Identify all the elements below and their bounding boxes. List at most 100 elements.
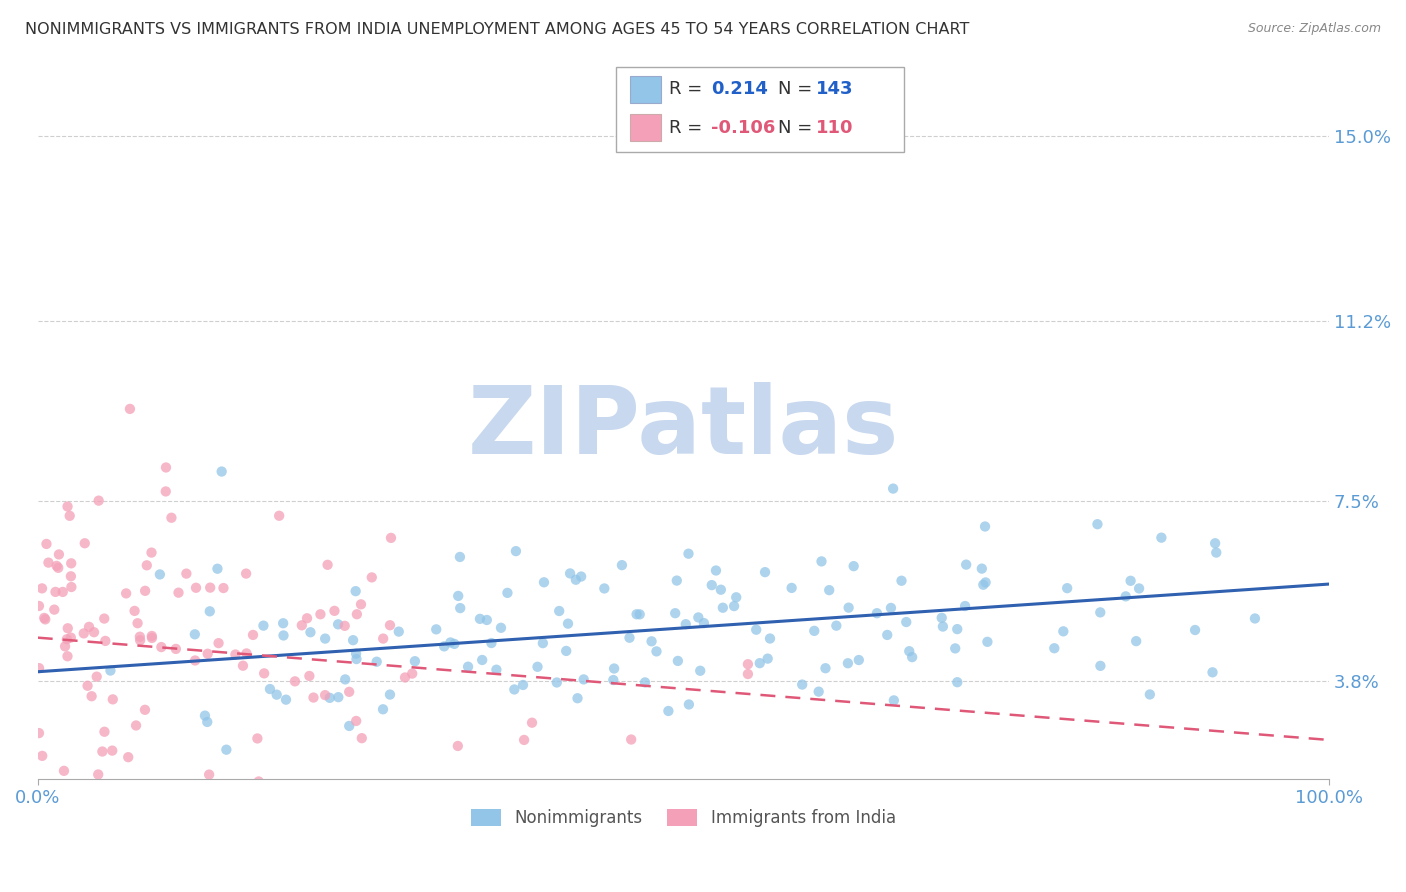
Point [1056,581,1078,595]
Point [235,647,257,661]
Point [77,620,100,634]
Point [52,585,75,599]
Point [56,621,79,635]
Point [242,628,264,642]
Point [138,780,160,795]
Point [207,636,229,650]
Point [91,744,114,758]
Point [814,661,837,675]
Point [273,628,295,642]
Point [1125,634,1147,648]
Point [496,586,519,600]
Point [526,660,548,674]
Point [32,611,55,625]
Point [645,644,668,658]
Point [198,581,221,595]
Text: N =: N = [778,80,817,98]
Point [80,690,103,704]
Point [725,591,748,605]
Point [890,574,912,588]
Point [503,682,526,697]
Point [371,702,394,716]
Point [127,616,149,631]
Point [333,619,356,633]
Point [128,630,150,644]
Point [468,612,491,626]
Point [602,673,624,687]
Point [86,670,108,684]
Point [754,565,776,579]
Point [837,657,859,671]
Point [195,714,218,729]
Point [898,644,921,658]
Point [678,547,700,561]
Point [184,653,207,667]
Point [59,569,82,583]
Point [87,493,110,508]
Point [689,664,711,678]
Point [404,654,426,668]
Point [425,623,447,637]
Point [842,559,865,574]
Point [360,570,382,584]
Point [155,484,177,499]
Point [1052,624,1074,639]
Point [976,635,998,649]
Point [314,632,336,646]
Point [1184,623,1206,637]
Point [531,636,554,650]
Point [1128,582,1150,596]
Point [134,583,156,598]
Point [335,673,357,687]
Point [378,618,401,632]
Point [974,575,997,590]
Point [838,600,860,615]
Point [93,724,115,739]
Point [149,567,172,582]
Point [489,621,512,635]
Point [125,793,148,807]
Point [471,653,494,667]
Point [443,637,465,651]
Point [337,719,360,733]
Point [56,500,79,514]
Point [259,681,281,696]
Point [1119,574,1142,588]
Point [883,693,905,707]
Point [59,508,82,523]
Point [287,780,309,795]
Point [748,656,770,670]
Point [350,731,373,746]
Point [135,558,157,573]
Point [866,606,889,620]
Point [953,599,976,613]
Point [319,690,342,705]
Text: -0.106: -0.106 [711,119,776,136]
Point [373,632,395,646]
Point [212,581,235,595]
Point [253,666,276,681]
Point [284,674,307,689]
Point [557,616,579,631]
Point [60,557,83,571]
Point [394,670,416,684]
Point [710,582,733,597]
Point [31,748,53,763]
Point [56,649,79,664]
Point [1115,590,1137,604]
Point [449,601,471,615]
Point [846,781,869,796]
Point [876,628,898,642]
Point [704,564,727,578]
Point [439,635,461,649]
Point [664,606,686,620]
Point [129,633,152,648]
Point [34,612,56,626]
Point [640,634,662,648]
Point [657,704,679,718]
Point [610,558,633,573]
Point [818,583,841,598]
Text: 0.214: 0.214 [711,80,768,98]
Point [901,650,924,665]
Point [141,631,163,645]
